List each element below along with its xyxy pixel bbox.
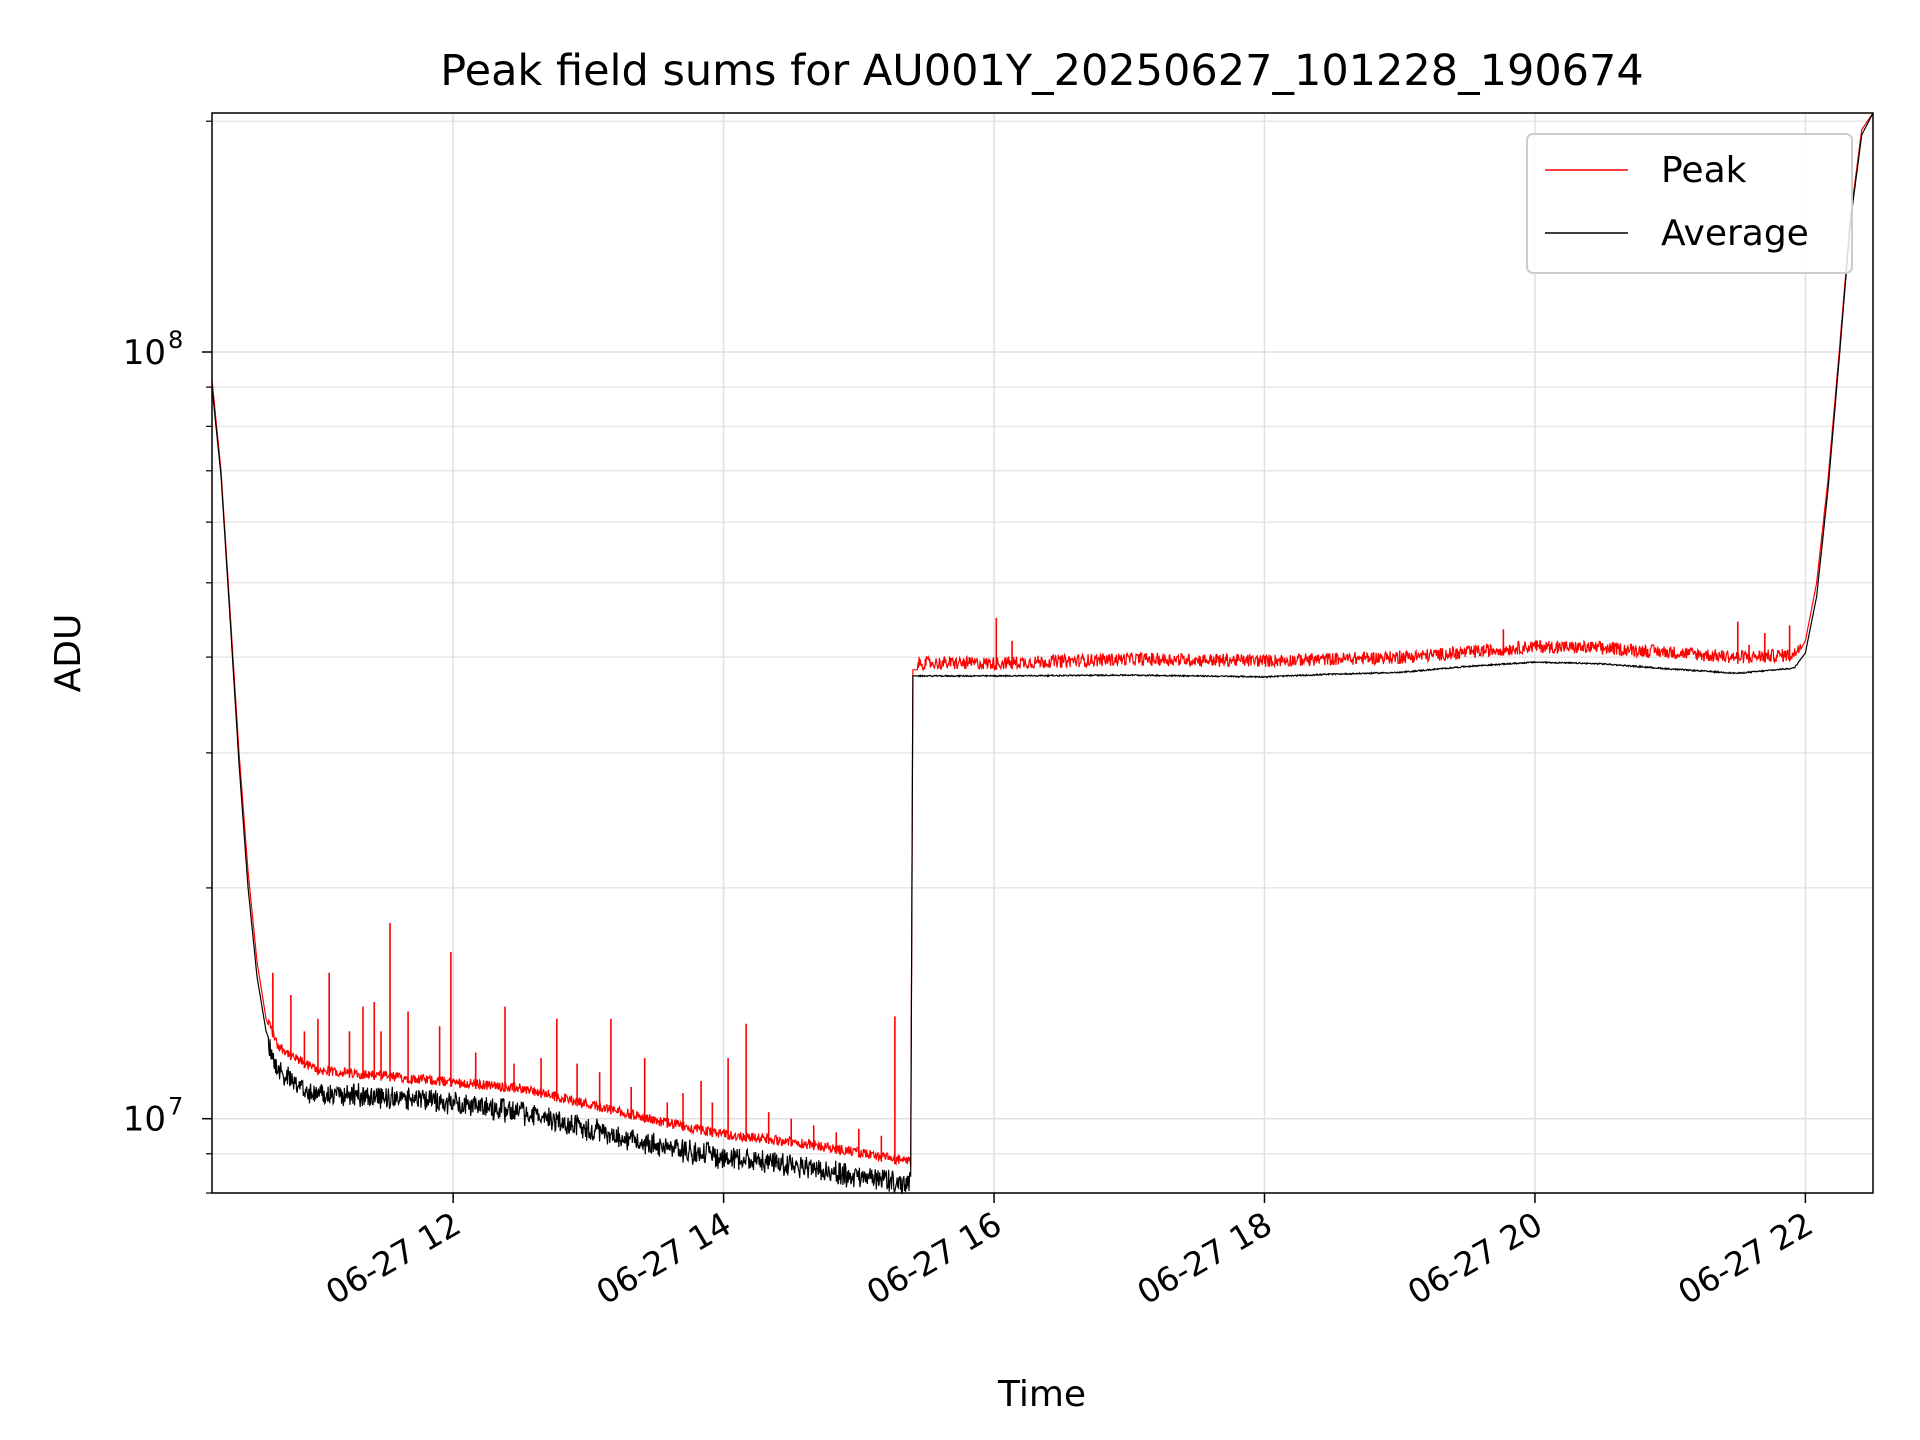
plot-area: [211, 112, 1874, 1195]
y-tick-exponent-0: 7: [168, 1093, 183, 1121]
y-axis-label: ADU: [48, 614, 89, 693]
peak-series-line: [211, 112, 1874, 1168]
legend-peak-label: Peak: [1661, 150, 1747, 191]
y-tick-exponent-1: 8: [168, 326, 183, 354]
average-series-line: [211, 112, 1874, 1195]
legend-average-label: Average: [1661, 213, 1809, 254]
y-major-gridlines: [212, 351, 1873, 1120]
legend: Peak Average: [1526, 133, 1853, 274]
chart-title: Peak field sums for AU001Y_20250627_1012…: [440, 46, 1644, 96]
axes-frame: [211, 112, 1874, 1194]
y-tick-label-0: 10: [123, 1100, 166, 1140]
legend-box: [1526, 133, 1853, 274]
y-tick-label-1: 10: [123, 333, 166, 373]
x-axis-label: Time: [997, 1374, 1086, 1415]
